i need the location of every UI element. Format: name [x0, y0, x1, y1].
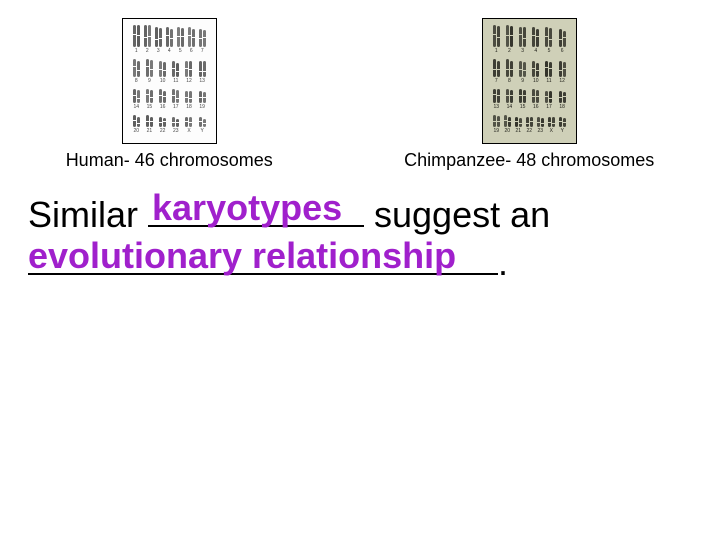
chromosome-pair: 9	[519, 61, 526, 85]
chromosome-pair: 20	[504, 115, 511, 135]
chromosome-pair: 22	[159, 117, 166, 135]
blank-2-fill: evolutionary relationship	[28, 233, 456, 278]
human-karyotype-box: 1234567891011121314151617181920212223XY	[122, 18, 217, 144]
chromosome-pair: 4	[166, 27, 173, 55]
blank-1-fill: karyotypes	[152, 185, 342, 230]
chromosome-pair: 16	[159, 89, 166, 111]
chromosome-pair: 17	[172, 89, 179, 111]
chimp-karyotype-box: 1234567891011121314151617181920212223XY	[482, 18, 577, 144]
chromosome-pair: 16	[532, 89, 539, 111]
chromosome-pair: 21	[515, 117, 522, 135]
chromosome-pair: 13	[493, 89, 500, 111]
chromosome-pair: 9	[146, 59, 153, 85]
chromosome-pair: 10	[532, 61, 539, 85]
chromosome-pair: 8	[506, 59, 513, 85]
chromosome-pair: 11	[172, 61, 179, 85]
chromosome-pair: 1	[133, 25, 140, 55]
sentence-mid: suggest an	[364, 194, 550, 235]
chromosome-pair: 18	[185, 91, 192, 111]
chromosome-pair: X	[185, 117, 192, 135]
chromosome-pair: 19	[199, 91, 206, 111]
chromosome-pair: 12	[185, 61, 192, 85]
chromosome-pair: 15	[519, 89, 526, 111]
chromosome-pair: 14	[506, 89, 513, 111]
chromosome-pair: 17	[545, 91, 552, 111]
chimp-caption: Chimpanzee- 48 chromosomes	[404, 150, 654, 171]
karyotype-images-row: 1234567891011121314151617181920212223XY …	[0, 0, 720, 179]
chromosome-pair: 20	[133, 115, 140, 135]
chromosome-pair: 7	[493, 59, 500, 85]
chromosome-pair: 3	[155, 27, 162, 55]
chromosome-pair: 7	[199, 29, 206, 55]
chromosome-pair: 10	[159, 61, 166, 85]
chromosome-pair: 6	[559, 29, 566, 55]
chromosome-pair: 21	[146, 115, 153, 135]
sentence-post: .	[498, 242, 508, 283]
chromosome-pair: X	[548, 117, 555, 135]
chromosome-pair: 3	[519, 27, 526, 55]
chromosome-pair: 12	[559, 61, 566, 85]
chromosome-pair: 4	[532, 27, 539, 55]
fill-in-sentence: Similar karyotypes suggest an evolutiona…	[0, 179, 720, 285]
chromosome-pair: 5	[177, 27, 184, 55]
chromosome-pair: 22	[526, 117, 533, 135]
chromosome-pair: 5	[545, 27, 552, 55]
chromosome-pair: 2	[506, 25, 513, 55]
chromosome-pair: Y	[199, 117, 206, 135]
chromosome-pair: 23	[537, 117, 544, 135]
chromosome-pair: 2	[144, 25, 151, 55]
chromosome-pair: 1	[493, 25, 500, 55]
chromosome-pair: 18	[559, 91, 566, 111]
chromosome-pair: 14	[133, 89, 140, 111]
blank-2: evolutionary relationship	[28, 237, 498, 285]
chromosome-pair: 13	[199, 61, 206, 85]
sentence-pre: Similar	[28, 194, 148, 235]
chromosome-pair: Y	[559, 117, 566, 135]
chromosome-pair: 15	[146, 89, 153, 111]
human-caption: Human- 46 chromosomes	[66, 150, 273, 171]
chromosome-pair: 23	[172, 117, 179, 135]
chromosome-pair: 11	[545, 61, 552, 85]
chromosome-pair: 8	[133, 59, 140, 85]
chromosome-pair: 19	[493, 115, 500, 135]
blank-1: karyotypes	[148, 189, 364, 237]
chromosome-pair: 6	[188, 27, 195, 55]
chimp-karyotype: 1234567891011121314151617181920212223XY …	[404, 18, 654, 171]
human-karyotype: 1234567891011121314151617181920212223XY …	[66, 18, 273, 171]
